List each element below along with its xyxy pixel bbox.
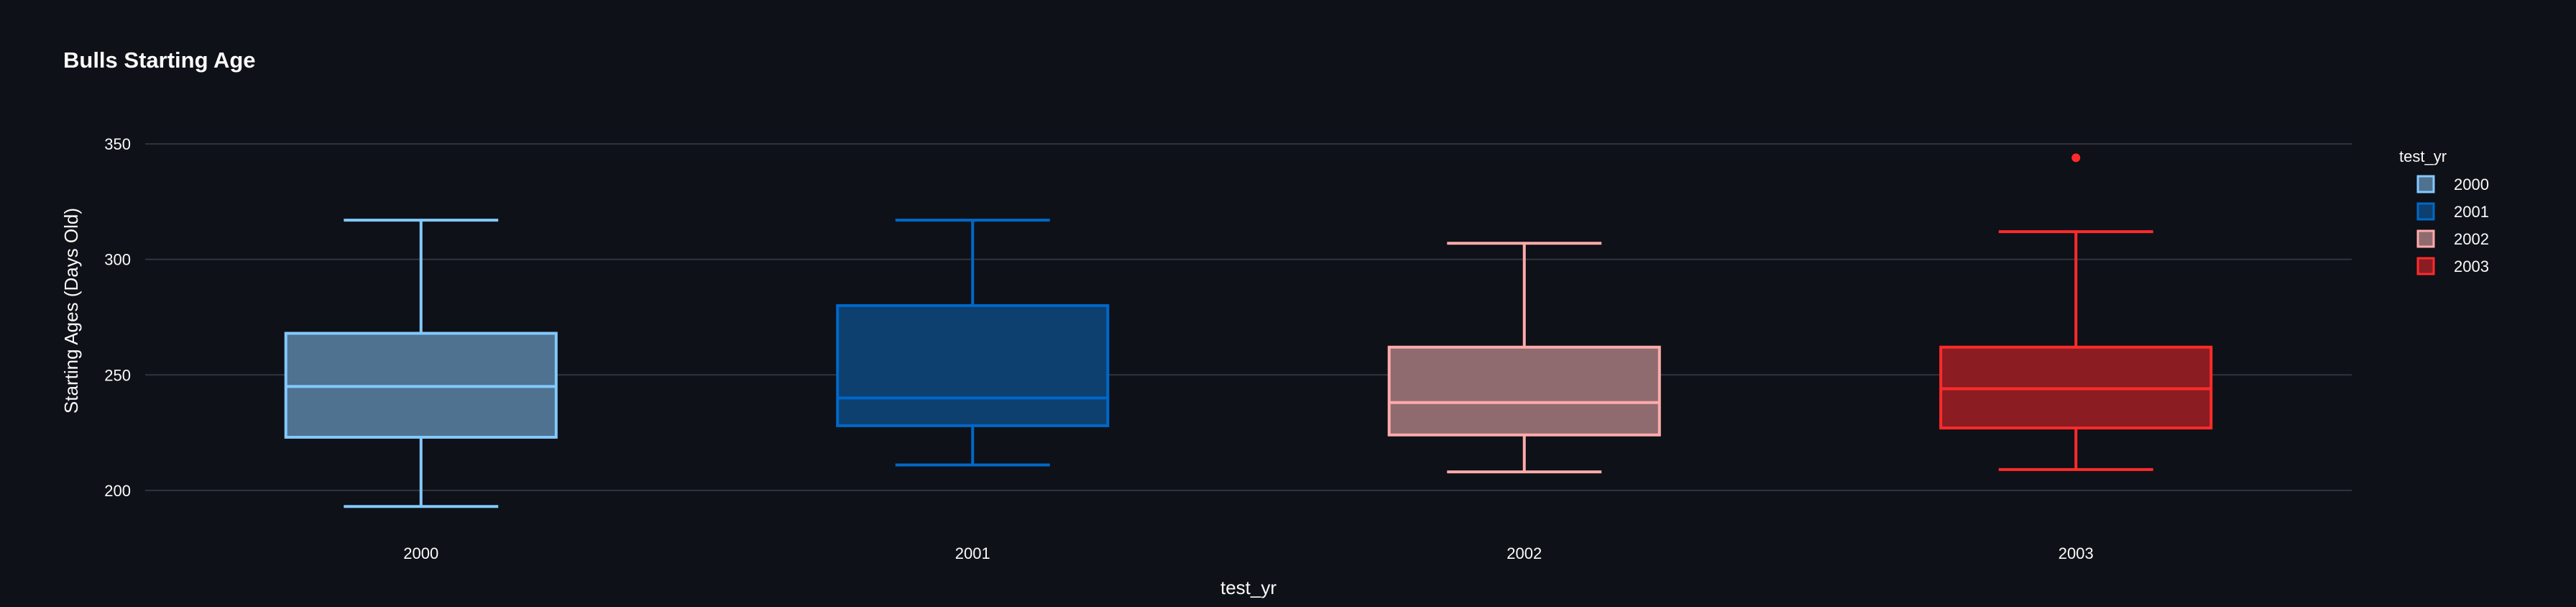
y-axis-title: Starting Ages (Days Old) (60, 208, 82, 414)
iqr-box[interactable] (836, 304, 1110, 427)
legend-item-2001[interactable]: 2001 (2416, 202, 2489, 221)
chart-title: Bulls Starting Age (63, 47, 256, 73)
y-tick-label: 300 (104, 251, 131, 269)
outlier-point[interactable] (2071, 153, 2081, 163)
legend-item-2000[interactable]: 2000 (2416, 175, 2489, 193)
legend-swatch (2416, 202, 2435, 221)
legend-item-2002[interactable]: 2002 (2416, 229, 2489, 248)
legend-item-2003[interactable]: 2003 (2416, 257, 2489, 275)
x-tick-label: 2002 (1506, 544, 1542, 562)
x-tick-label: 2001 (955, 544, 990, 562)
y-axis-ticks: 200 250 300 350 (104, 135, 131, 500)
box-2000[interactable] (284, 219, 558, 508)
boxes (284, 153, 2213, 508)
box-2003[interactable] (1939, 153, 2213, 471)
legend[interactable]: test_yr 2000 2001 2002 2003 (2399, 147, 2489, 275)
legend-label: 2000 (2454, 175, 2489, 193)
box-2002[interactable] (1387, 242, 1661, 474)
y-tick-label: 200 (104, 482, 131, 500)
x-axis-title: test_yr (1220, 577, 1276, 598)
legend-label: 2002 (2454, 230, 2489, 248)
legend-label: 2001 (2454, 203, 2489, 221)
iqr-box[interactable] (1387, 345, 1661, 437)
y-tick-label: 350 (104, 135, 131, 153)
y-tick-label: 250 (104, 366, 131, 384)
legend-swatch (2416, 175, 2435, 193)
legend-swatch (2416, 229, 2435, 248)
x-tick-label: 2000 (403, 544, 438, 562)
box-2001[interactable] (836, 219, 1110, 467)
x-axis-ticks: 2000 2001 2002 2003 (403, 544, 2093, 562)
legend-title: test_yr (2399, 147, 2447, 165)
x-tick-label: 2003 (2058, 544, 2094, 562)
legend-swatch (2416, 257, 2435, 275)
legend-label: 2003 (2454, 257, 2489, 275)
